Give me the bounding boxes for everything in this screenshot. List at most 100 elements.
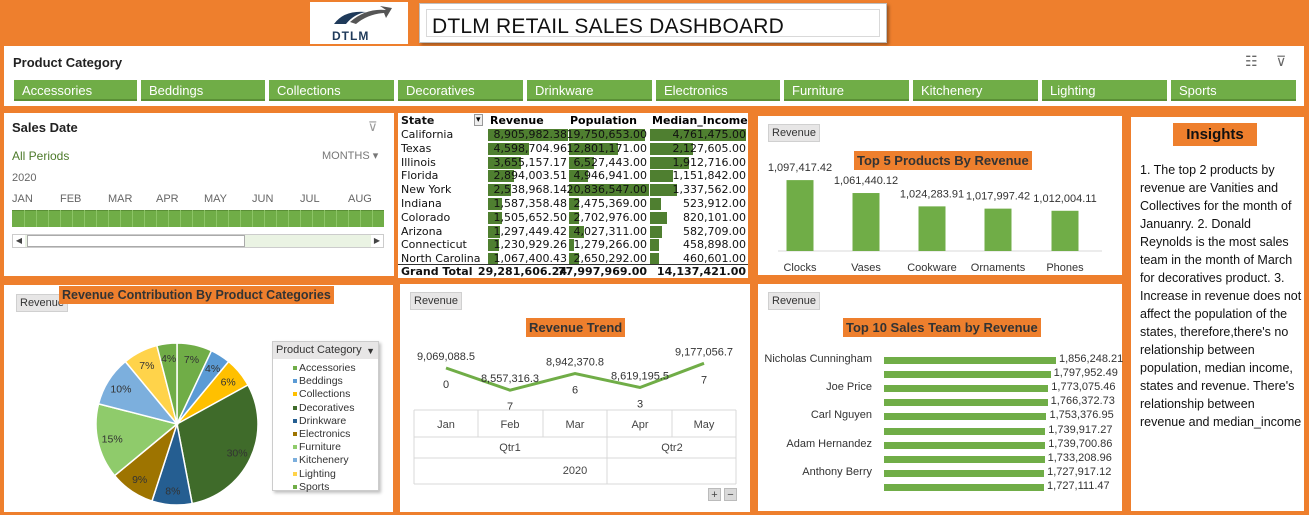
table-row[interactable]: Colorado 1,505,652.50 2,702,976.00 820,101.…: [398, 211, 748, 225]
table-row[interactable]: Connecticut 1,230,929.26 1,279,266.00 458,8…: [398, 238, 748, 252]
population-databar: [569, 211, 580, 224]
revenue-trend-chart: Revenue Revenue Trend 9,069,088.5 0 8,557,…: [400, 284, 750, 512]
logo-swoosh-icon: [334, 6, 392, 24]
timeline-tick: [276, 210, 277, 227]
timeline-month[interactable]: JAN: [12, 193, 33, 205]
data-label-suffix: 6: [572, 384, 578, 396]
scroll-right-icon[interactable]: ▶: [371, 235, 383, 247]
slicer-item-beddings[interactable]: Beddings: [141, 80, 265, 101]
legend-item-lighting[interactable]: Lighting: [293, 468, 336, 480]
slicer-item-furniture[interactable]: Furniture: [784, 80, 909, 101]
table-row[interactable]: California 8,905,982.38 19,750,653.00 4,761…: [398, 128, 748, 142]
multi-select-icon[interactable]: ☷: [1245, 53, 1258, 69]
timeline-month[interactable]: JUL: [300, 193, 320, 205]
revenue-line[interactable]: [445, 361, 705, 392]
population-databar: [569, 239, 574, 252]
revenue-field-button[interactable]: Revenue: [768, 124, 821, 142]
slicer-item-electronics[interactable]: Electronics: [656, 80, 780, 101]
legend-item-decoratives[interactable]: Decoratives: [293, 402, 354, 414]
sales-team-bar[interactable]: [884, 357, 1056, 364]
cell-state: New York: [401, 183, 452, 197]
timeline-month[interactable]: JUN: [252, 193, 274, 205]
category-label: Cookware: [907, 262, 957, 274]
slicer-item-lighting[interactable]: Lighting: [1042, 80, 1167, 101]
legend-item-collections[interactable]: Collections: [293, 388, 350, 400]
timeline-bar[interactable]: [12, 210, 384, 227]
cell-state: California: [401, 128, 454, 141]
timeline-tick: [192, 210, 193, 227]
filter-dropdown-icon[interactable]: ▾: [474, 114, 483, 126]
legend-item-electronics[interactable]: Electronics: [293, 428, 350, 440]
sales-team-bar[interactable]: [884, 371, 1051, 379]
sales-team-bar[interactable]: [884, 483, 1045, 491]
pie-slice-furniture[interactable]: [95, 402, 179, 477]
period-level-dropdown[interactable]: MONTHS ▾: [322, 150, 379, 162]
table-row[interactable]: Texas 4,598,704.96 12,801,171.00 2,127,605.…: [398, 142, 748, 156]
legend-filter-button[interactable]: Product Category ▼: [273, 342, 378, 359]
slicer-item-kitchenery[interactable]: Kitchenery: [913, 80, 1038, 101]
table-row[interactable]: New York 2,538,968.14 20,836,547.00 1,337,5…: [398, 183, 748, 197]
table-row[interactable]: Florida 2,894,003.51 4,946,941.00 1,151,842…: [398, 169, 748, 183]
legend-item-accessories[interactable]: Accessories: [293, 362, 356, 374]
revenue-field-button[interactable]: Revenue: [410, 292, 463, 310]
slice-label: 6%: [221, 377, 236, 389]
sales-team-bar[interactable]: [884, 413, 1047, 421]
clear-filter-icon[interactable]: ⊽: [1276, 53, 1287, 69]
clear-filter-icon[interactable]: ⊽: [368, 119, 378, 134]
bar-cookware[interactable]: [918, 206, 946, 251]
bar-phones[interactable]: [1051, 210, 1079, 251]
timeline-scrollbar[interactable]: ◀ ▶: [12, 234, 384, 248]
sales-team-bar[interactable]: [884, 469, 1045, 477]
legend-label: Drinkware: [299, 414, 347, 427]
cell-state: Connecticut: [401, 238, 467, 252]
sales-team-bar[interactable]: [884, 385, 1049, 393]
bar-ornaments[interactable]: [984, 208, 1012, 251]
slice-label: 7%: [184, 354, 199, 366]
cell-state: Florida: [401, 169, 439, 183]
pie-slice-decoratives[interactable]: [176, 383, 259, 505]
insights-panel: Insights 1. The top 2 products by revenu…: [1131, 117, 1304, 511]
timeline-tick: [156, 210, 157, 227]
legend-label: Beddings: [299, 375, 343, 388]
table-row[interactable]: Arizona 1,297,449.42 4,027,311.00 582,709.0…: [398, 225, 748, 239]
legend-item-kitchenery[interactable]: Kitchenery: [293, 454, 349, 466]
legend-item-furniture[interactable]: Furniture: [293, 441, 341, 453]
collapse-button[interactable]: −: [724, 488, 737, 501]
timeline-tick: [72, 210, 73, 227]
timeline-month[interactable]: MAY: [204, 193, 228, 205]
timeline-month[interactable]: AUG: [348, 193, 372, 205]
scroll-thumb[interactable]: [27, 235, 245, 247]
legend-item-beddings[interactable]: Beddings: [293, 375, 343, 388]
table-row[interactable]: Indiana 1,587,358.48 2,475,369.00 523,912.0…: [398, 197, 748, 211]
slicer-item-accessories[interactable]: Accessories: [14, 80, 137, 101]
slicer-item-drinkware[interactable]: Drinkware: [527, 80, 652, 101]
slicer-item-collections[interactable]: Collections: [269, 80, 394, 101]
slicer-item-decoratives[interactable]: Decoratives: [398, 80, 523, 101]
expand-button[interactable]: +: [708, 488, 721, 501]
bar-vases[interactable]: [852, 193, 880, 251]
timeline-tick: [240, 210, 241, 227]
timeline-month[interactable]: APR: [156, 193, 179, 205]
timeline-month[interactable]: FEB: [60, 193, 82, 205]
revenue-databar: [488, 198, 503, 210]
legend-item-sports[interactable]: Sports: [293, 481, 329, 493]
slice-label: 4%: [205, 363, 220, 375]
sales-team-bar[interactable]: [884, 455, 1045, 463]
revenue-field-button[interactable]: Revenue: [768, 292, 821, 310]
median-databar: [650, 198, 661, 210]
scroll-left-icon[interactable]: ◀: [13, 235, 25, 247]
pie-slice-sports[interactable]: [155, 342, 178, 425]
sales-team-bar[interactable]: [884, 441, 1046, 449]
header-population: Population: [570, 114, 637, 127]
timeline-month[interactable]: MAR: [108, 193, 133, 205]
legend-item-drinkware[interactable]: Drinkware: [293, 414, 347, 427]
table-row[interactable]: Illinois 3,655,157.17 6,527,443.00 1,912,71…: [398, 156, 748, 170]
sales-team-bar[interactable]: [884, 427, 1046, 435]
bar-clocks[interactable]: [786, 180, 814, 251]
population-databar: [569, 129, 645, 141]
slicer-item-sports[interactable]: Sports: [1171, 80, 1296, 101]
table-row[interactable]: North Carolina 1,067,400.43 2,650,292.00 46…: [398, 252, 748, 266]
sales-team-bar[interactable]: [884, 399, 1048, 407]
timeline-tick: [144, 210, 145, 227]
cell-state: Illinois: [401, 155, 436, 169]
